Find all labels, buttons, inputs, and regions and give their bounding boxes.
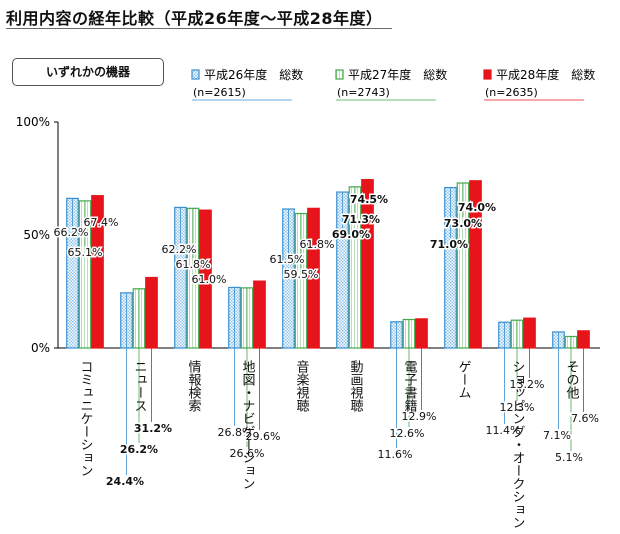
legend-swatch-h26 [191, 69, 200, 80]
data-label-h28-3: 29.6% [246, 430, 281, 443]
data-label-h28-6: 12.9% [402, 410, 437, 423]
legend-label-h27: 平成27年度 総数 [348, 67, 447, 82]
data-label-h27-0: 65.1% [68, 246, 103, 259]
legend-swatch-h27 [335, 69, 344, 80]
device-filter-label: いずれかの機器 [12, 58, 164, 86]
data-label-h27-9: 5.1% [555, 451, 583, 464]
data-label-h27-1: 26.2% [120, 443, 158, 456]
data-label-h26-5: 69.0% [332, 228, 370, 241]
chart-bars [66, 179, 590, 349]
data-label-h28-8: 13.2% [510, 378, 545, 391]
title-underline [6, 28, 392, 29]
data-label-h26-3: 26.8% [218, 426, 253, 439]
data-label-h27-8: 12.3% [500, 401, 535, 414]
data-label-h27-4: 59.5% [284, 268, 319, 281]
category-label-7: ゲーム [456, 360, 472, 399]
data-label-h27-2: 61.8% [176, 258, 211, 271]
legend-sample-h26: (n=2615) [193, 86, 246, 99]
category-label-5: 動画視聴 [348, 360, 364, 412]
legend-label-h28: 平成28年度 総数 [496, 67, 595, 82]
category-label-6: 電子書籍 [402, 360, 418, 413]
category-label-0: コミュニケーション [78, 360, 93, 477]
legend-sample-h27: (n=2743) [337, 86, 390, 99]
chart-callouts [72, 179, 584, 475]
page-title: 利用内容の経年比較（平成26年度～平成28年度） [6, 9, 383, 28]
data-label-h26-4: 61.5% [270, 253, 305, 266]
data-label-h27-6: 12.6% [390, 427, 425, 440]
data-label-h28-5: 74.5% [350, 193, 388, 206]
chart-data-labels: 66.2% 65.1% 67.4% 24.4% 26.2% 31.2% 62.2% 61.8%… [52, 192, 600, 490]
category-label-4: 音楽視聴 [294, 359, 310, 412]
data-label-h27-3: 26.6% [230, 447, 265, 460]
data-label-h26-1: 24.4% [106, 475, 144, 488]
legend-sample-h28: (n=2635) [485, 86, 538, 99]
legend-swatch-h28 [483, 69, 492, 80]
y-tick-label: 100% [16, 115, 50, 129]
data-label-h26-2: 62.2% [162, 243, 197, 256]
category-label-2: 情報検索 [186, 360, 202, 412]
chart-legend: 平成26年度 総数 (n=2615) 平成27年度 総数 (n=2743) 平成28年度… [191, 67, 595, 101]
y-tick-label: 50% [23, 228, 50, 242]
category-label-9: その他 [564, 360, 580, 400]
category-label-3: 地図・ナビゲーション [240, 360, 256, 490]
data-label-h28-2: 61.0% [192, 273, 227, 286]
data-label-h27-7: 73.0% [444, 217, 482, 230]
data-label-h26-8: 11.4% [486, 424, 521, 437]
legend-label-h26: 平成26年度 総数 [204, 67, 303, 82]
data-label-h28-4: 61.8% [300, 238, 335, 251]
data-label-h28-9: 7.6% [571, 412, 599, 425]
y-tick-label: 0% [31, 341, 50, 355]
data-label-h26-7: 71.0% [430, 238, 468, 251]
data-label-h28-7: 74.0% [458, 201, 496, 214]
data-label-h26-6: 11.6% [378, 448, 413, 461]
chart-category-labels: コミュニケーション ニュース 情報検索 地図・ナビゲーション 音楽視聴 動画視聴 電子書籍 ゲ… [78, 359, 580, 529]
data-label-h26-9: 7.1% [543, 429, 571, 442]
data-label-h28-0: 67.4% [84, 216, 119, 229]
data-label-h26-0: 66.2% [54, 226, 89, 239]
data-label-h28-1: 31.2% [134, 422, 172, 435]
category-label-1: ニュース [132, 360, 147, 412]
data-label-h27-5: 71.3% [342, 213, 380, 226]
category-label-8: ショッピング・オークション [510, 360, 526, 529]
